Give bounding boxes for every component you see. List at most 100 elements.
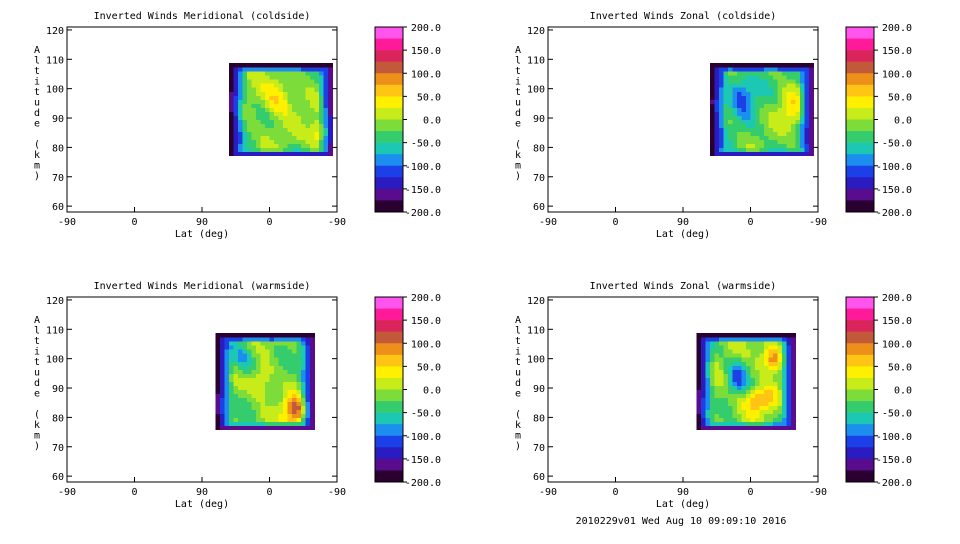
field-cell: [260, 401, 266, 406]
field-cell: [777, 107, 783, 112]
field-cell: [773, 83, 778, 88]
field-cell: [301, 111, 306, 116]
field-cell: [247, 127, 252, 132]
field-cell: [732, 131, 738, 136]
colorbar-tick-label: 0.0: [423, 386, 441, 397]
field-cell: [310, 337, 315, 342]
field-cell: [283, 389, 288, 394]
field-cell: [251, 83, 257, 88]
field-cell: [804, 127, 810, 132]
field-cell: [746, 417, 751, 423]
field-cell: [265, 353, 270, 358]
field-cell: [278, 99, 284, 104]
field-cell: [296, 365, 302, 370]
field-cell: [224, 365, 230, 370]
field-cell: [710, 71, 715, 76]
field-cell: [260, 139, 266, 145]
field-cell: [220, 425, 225, 431]
field-cell: [764, 131, 769, 136]
colorbar-tick-label: -50.0: [411, 409, 441, 420]
field-cell: [809, 127, 814, 132]
field-cell: [750, 123, 756, 128]
field-cell: [786, 405, 792, 411]
field-cell: [746, 123, 751, 128]
field-cell: [319, 83, 324, 88]
field-cell: [260, 357, 266, 362]
field-cell: [768, 127, 774, 132]
field-cell: [238, 107, 243, 112]
field-cell: [269, 381, 275, 386]
field-cell: [283, 67, 288, 72]
field-cell: [274, 357, 279, 362]
field-cell: [791, 381, 796, 386]
field-cell: [256, 421, 261, 427]
field-cell: [791, 393, 796, 398]
field-cell: [287, 421, 293, 427]
field-cell: [741, 425, 747, 431]
field-cell: [283, 361, 288, 366]
field-cell: [791, 67, 796, 72]
field-cell: [220, 385, 225, 390]
field-cell: [732, 139, 738, 145]
field-cell: [741, 405, 747, 411]
field-cell: [247, 369, 252, 374]
field-cell: [759, 83, 765, 88]
field-cell: [269, 369, 275, 374]
field-cell: [710, 127, 715, 132]
field-cell: [233, 417, 239, 423]
field-cell: [728, 405, 733, 411]
field-cell: [714, 425, 720, 431]
field-cell: [242, 409, 248, 415]
field-cell: [269, 357, 275, 362]
field-cell: [251, 337, 257, 342]
field-cell: [782, 115, 787, 120]
field-cell: [260, 413, 266, 419]
field-cell: [710, 381, 715, 386]
field-cell: [719, 389, 724, 394]
field-cell: [696, 417, 702, 423]
field-cell: [750, 151, 756, 157]
field-cell: [310, 111, 315, 116]
field-cell: [714, 127, 720, 132]
field-cell: [768, 345, 774, 350]
field-cell: [283, 417, 288, 423]
field-cell: [791, 425, 796, 431]
field-cell: [319, 151, 324, 157]
field-cell: [782, 139, 787, 145]
field-cell: [741, 373, 747, 378]
field-cell: [238, 99, 243, 104]
field-cell: [229, 425, 234, 431]
field-cell: [719, 143, 724, 149]
field-cell: [256, 353, 261, 358]
field-cell: [791, 369, 796, 374]
field-cell: [247, 151, 252, 157]
field-cell: [305, 333, 311, 338]
field-cell: [292, 397, 297, 402]
field-cell: [786, 413, 792, 419]
field-cell: [301, 139, 306, 145]
field-cell: [229, 107, 234, 112]
field-cell: [260, 87, 266, 92]
field-cell: [274, 119, 279, 124]
field-cell: [229, 345, 234, 350]
field-cell: [732, 353, 738, 358]
field-cell: [269, 135, 275, 141]
field-cell: [283, 87, 288, 92]
field-cell: [233, 353, 239, 358]
field-cell: [705, 417, 711, 423]
field-cell: [777, 413, 783, 419]
colorbar-tick-label: -200.0: [405, 478, 441, 489]
field-cell: [759, 71, 765, 76]
colorbar-swatch: [375, 447, 403, 460]
field-cell: [755, 151, 760, 157]
field-cell: [741, 389, 747, 394]
colorbar-swatch: [846, 389, 874, 402]
field-cell: [759, 151, 765, 157]
field-cell: [292, 341, 297, 346]
field-cell: [755, 405, 760, 411]
field-cell: [719, 377, 724, 382]
field-cell: [265, 107, 270, 112]
field-cell: [786, 131, 792, 136]
field-cell: [265, 413, 270, 419]
